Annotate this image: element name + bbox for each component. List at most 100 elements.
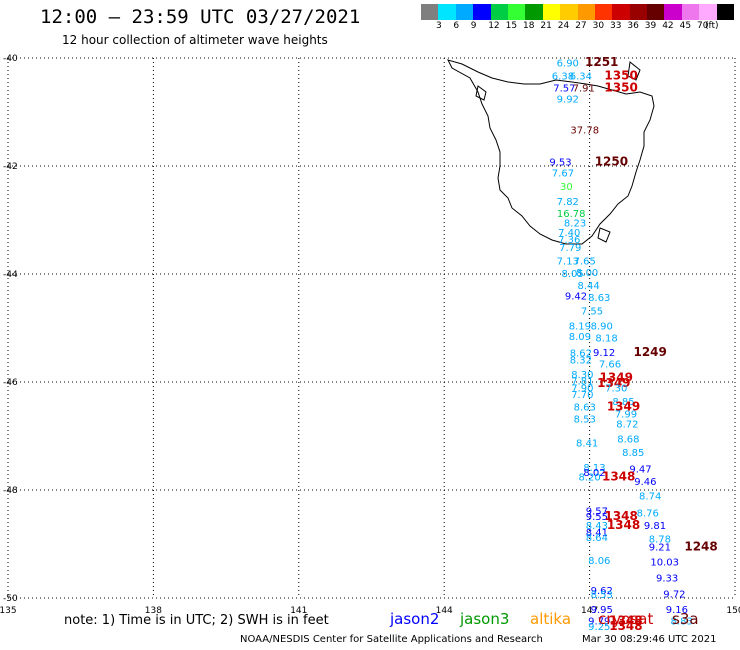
y-tick-label: -46: [3, 378, 18, 388]
wave-height-label: 1248: [684, 540, 717, 554]
note-text: note: 1) Time is in UTC; 2) SWH is in fe…: [64, 613, 329, 628]
wave-height-label: 7.40: [558, 228, 580, 239]
x-tick-label: 144: [436, 606, 453, 616]
wave-height-label: 1348: [609, 614, 642, 628]
island-outline: [627, 61, 641, 81]
wave-height-label: 7.90: [571, 383, 593, 394]
chart-subtitle: 12 hour collection of altimeter wave hei…: [62, 33, 328, 47]
scale-swatch: [629, 4, 648, 20]
wave-height-label: 9.72: [663, 590, 685, 601]
wave-height-label: 10.03: [650, 557, 679, 568]
wave-height-label: 9.33: [656, 573, 678, 584]
color-scale-bar: [421, 4, 735, 20]
scale-label: 33: [610, 21, 622, 31]
legend-item-altika: altika: [530, 610, 572, 628]
scale-swatch: [438, 4, 456, 20]
scale-swatch: [507, 4, 526, 20]
wave-height-label: 8.63: [574, 402, 596, 413]
wave-height-label: 1250: [595, 155, 628, 169]
wave-height-label: 8.83: [671, 617, 693, 628]
scale-swatch: [490, 4, 508, 20]
x-tick-label: 147: [581, 606, 598, 616]
wave-height-label: 8.62: [570, 348, 592, 359]
y-tick-label: -44: [3, 270, 18, 280]
wave-height-label: 8.85: [612, 397, 634, 408]
wave-height-label: 8.74: [639, 491, 661, 502]
wave-height-label: 6.34: [570, 71, 592, 82]
wave-height-label: 1348: [609, 619, 642, 633]
scale-swatch: [647, 4, 665, 20]
wave-height-label: 8.90: [591, 321, 613, 332]
scale-swatch: [542, 4, 561, 20]
scale-label: 12: [488, 21, 500, 31]
scale-swatch: [699, 4, 717, 20]
wave-height-label: 16.78: [557, 209, 586, 220]
wave-height-label: 9.16: [666, 605, 688, 616]
wave-height-labels: 6.90 1251 6.386.34 1350 7.577.91 1350 9.92 37.7…: [549, 55, 717, 633]
legend-item-s3a: s3a: [672, 610, 699, 628]
scale-swatch: [577, 4, 595, 20]
wave-height-label: 9.55: [586, 512, 608, 523]
scale-swatch: [716, 4, 735, 20]
wave-height-label: 8.41: [586, 528, 608, 539]
wave-height-label: 9.47: [629, 464, 651, 475]
wave-height-label: 7.99: [615, 409, 637, 420]
scale-unit: (ft): [705, 21, 719, 31]
wave-height-label: 8.09: [569, 332, 591, 343]
y-tick-label: -50: [3, 594, 18, 604]
wave-height-label: 1348: [607, 518, 640, 532]
wave-height-label: 8.85: [622, 448, 644, 459]
wave-height-label: 9.21: [649, 543, 671, 554]
wave-height-label: 7.91: [573, 84, 595, 95]
wave-height-label: 1251: [585, 55, 618, 69]
wave-height-label: 8.44: [577, 281, 599, 292]
y-tick-label: -40: [3, 54, 18, 64]
wave-height-label: 7.36: [558, 235, 580, 246]
wave-height-label: 9.62: [591, 586, 613, 597]
wave-height-label: 7.65: [574, 257, 596, 268]
wave-height-label: 8.78: [649, 535, 671, 546]
island-outline: [475, 85, 487, 101]
wave-height-label: 7.57: [553, 84, 575, 95]
y-tick-label: -42: [3, 162, 18, 172]
wave-height-label: 8.63: [588, 293, 610, 304]
wave-height-label: 1349: [597, 376, 630, 390]
scale-swatch: [525, 4, 543, 20]
wave-height-label: 6.38: [552, 71, 574, 82]
scale-swatch: [681, 4, 700, 20]
wave-height-label: 9.57: [586, 507, 608, 518]
wave-height-label: 8.43: [586, 521, 608, 532]
scale-label: 27: [575, 21, 587, 31]
wave-height-label: 6.90: [557, 58, 579, 69]
wave-height-label: 8.02: [583, 468, 605, 479]
scale-label: 21: [540, 21, 552, 31]
wave-height-label: 9.46: [634, 477, 656, 488]
wave-height-label: 8.76: [637, 509, 659, 520]
wave-height-label: 9.81: [644, 521, 666, 532]
wave-height-label: 8.00: [576, 268, 598, 279]
axis-ticks: 135 138 141 144 147 150 -40 -42 -44 -46 -48 -50: [0, 54, 740, 616]
scale-label: 15: [505, 21, 518, 31]
wave-height-label: 8.68: [617, 435, 639, 446]
wave-height-label: 37.78: [570, 125, 599, 136]
tasmania-outline: [447, 59, 655, 245]
scale-label: 30: [592, 21, 605, 31]
wave-height-label: 1249: [633, 345, 666, 359]
scale-label: 3: [436, 21, 442, 31]
y-tick-label: -48: [3, 486, 18, 496]
wave-height-label: 8.18: [595, 334, 617, 345]
wave-height-label: 8.06: [588, 556, 610, 567]
tasmania-coastline: [447, 59, 655, 245]
wave-height-label: 1349: [600, 371, 633, 385]
wave-height-label: 9.25: [588, 622, 610, 633]
wave-height-label: 8.05: [562, 269, 584, 280]
wave-height-label: 8.13: [583, 463, 605, 474]
wave-height-label: 7.13: [557, 257, 579, 268]
wave-height-label: 1349: [607, 399, 640, 413]
wave-height-label: 8.19: [569, 321, 591, 332]
scale-swatch: [594, 4, 613, 20]
scale-swatch: [560, 4, 578, 20]
wave-height-label: 9.42: [565, 292, 587, 303]
x-tick-label: 138: [145, 606, 162, 616]
